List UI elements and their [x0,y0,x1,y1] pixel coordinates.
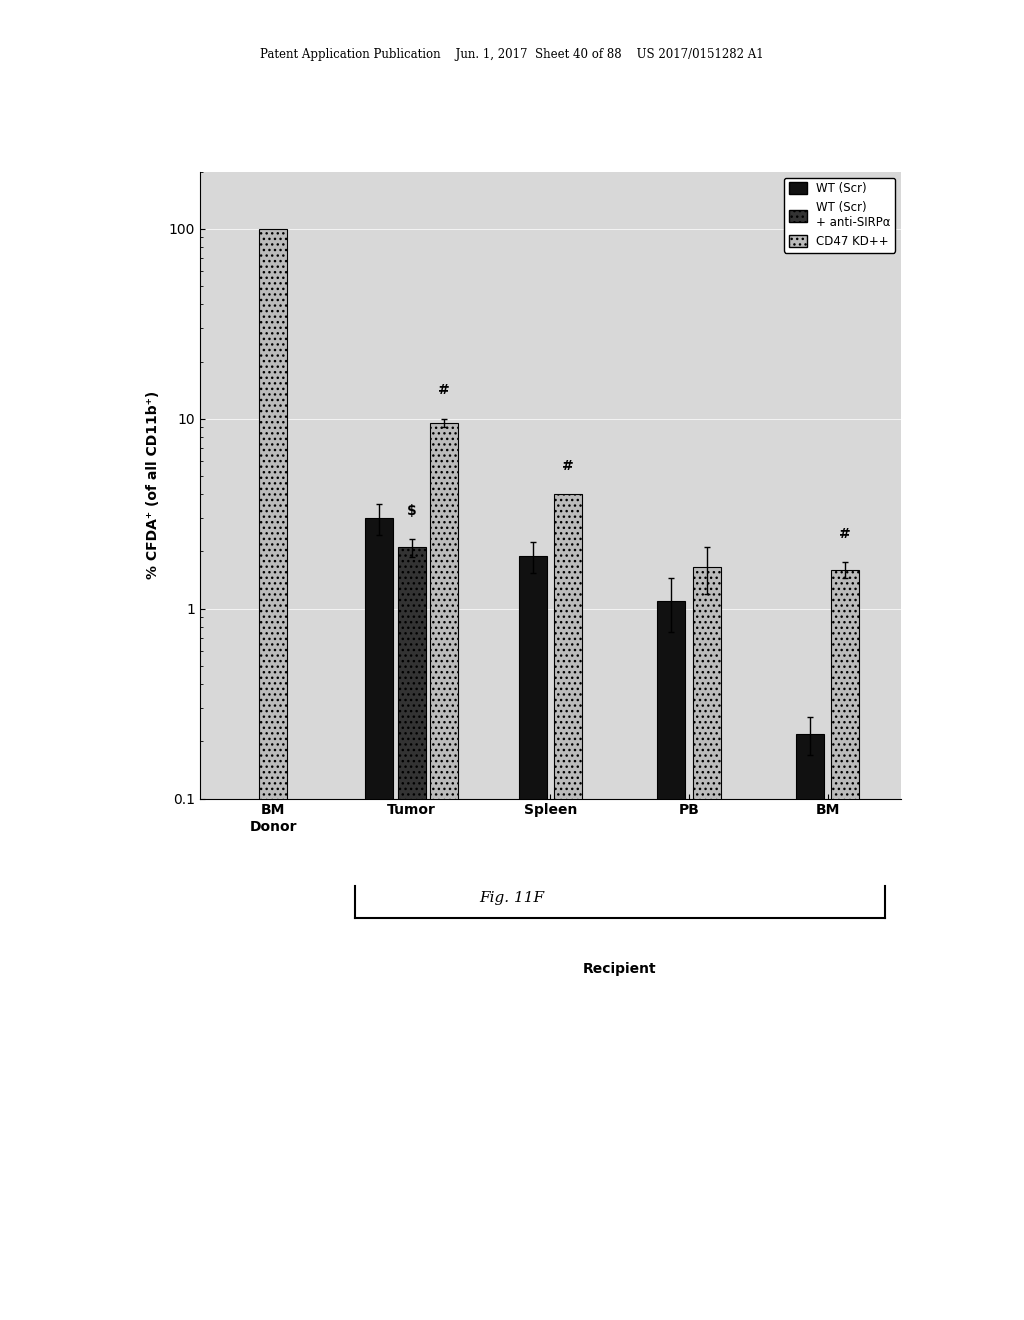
Text: Recipient: Recipient [583,961,656,975]
Legend: WT (Scr), WT (Scr)
+ anti-SIRPα, CD47 KD++: WT (Scr), WT (Scr) + anti-SIRPα, CD47 KD… [784,177,895,253]
Y-axis label: % CFDA⁺ (of all CD11b⁺): % CFDA⁺ (of all CD11b⁺) [146,391,160,579]
Text: Fig. 11F: Fig. 11F [479,891,545,906]
Bar [366,517,393,1320]
Bar [259,228,287,1320]
Text: #: # [438,384,450,397]
Bar [519,556,547,1320]
Bar [692,568,721,1320]
Bar [430,422,458,1320]
Bar [657,601,685,1320]
Bar [796,734,824,1320]
Text: #: # [840,527,851,541]
Text: $: $ [407,504,417,517]
Text: #: # [562,458,573,473]
Bar [831,570,859,1320]
Text: Patent Application Publication    Jun. 1, 2017  Sheet 40 of 88    US 2017/015128: Patent Application Publication Jun. 1, 2… [260,48,764,61]
Bar [397,548,426,1320]
Bar [554,494,582,1320]
